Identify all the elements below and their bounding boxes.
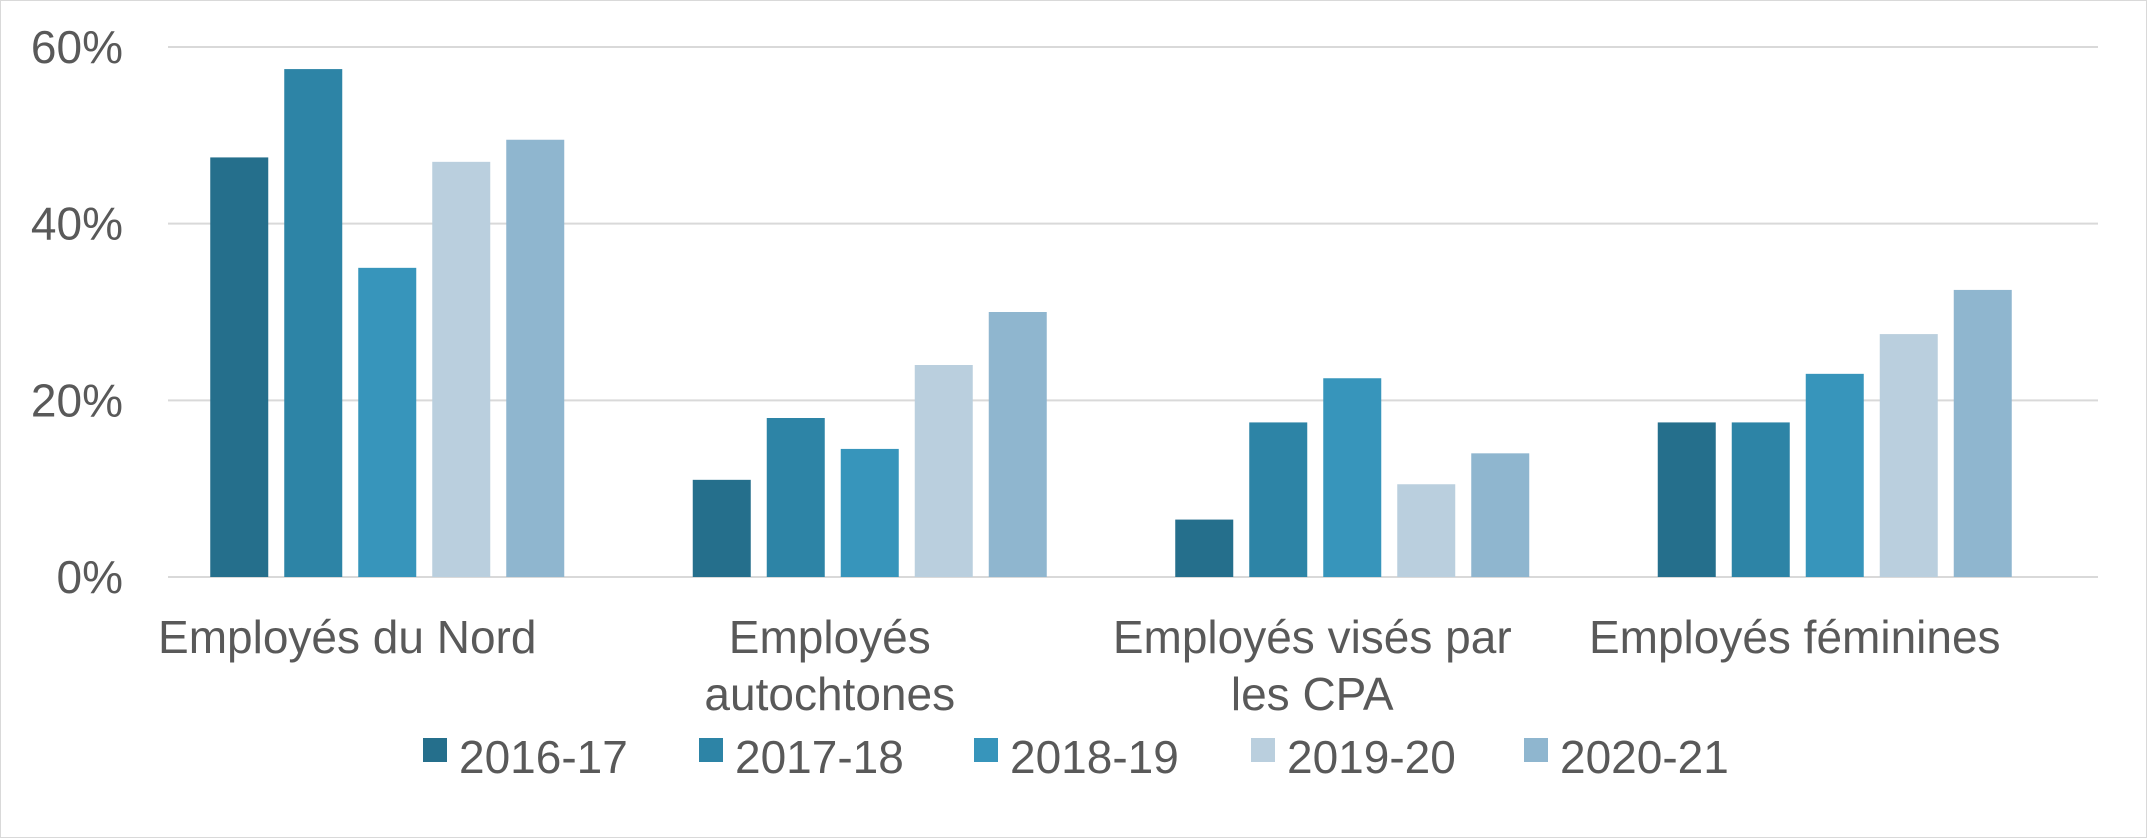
legend-label: 2018-19 — [1010, 731, 1179, 783]
bar — [1953, 289, 2012, 577]
bar — [914, 365, 973, 577]
bar — [1657, 422, 1716, 577]
bar — [1879, 334, 1938, 577]
y-axis-ticks: 0% 20% 40% 60% — [31, 21, 123, 603]
legend-swatch — [1251, 738, 1275, 762]
legend-label: 2020-21 — [1560, 731, 1729, 783]
bar — [1471, 453, 1530, 577]
y-tick-label: 20% — [31, 374, 123, 426]
bar — [1805, 373, 1864, 577]
legend-swatch — [423, 738, 447, 762]
x-category-label: Employés féminines — [1589, 611, 2001, 663]
y-tick-label: 40% — [31, 198, 123, 250]
y-tick-label: 60% — [31, 21, 123, 73]
bar — [210, 157, 269, 577]
bar — [692, 479, 751, 577]
bar — [432, 161, 491, 578]
bar — [284, 69, 343, 577]
bar — [1397, 484, 1456, 577]
legend-swatch — [974, 738, 998, 762]
bar — [358, 267, 417, 577]
x-axis-categories: Employés du Nord Employés autochtones Emplo… — [158, 611, 2001, 720]
x-category-label: Employés autochtones — [704, 611, 955, 720]
bar — [506, 139, 565, 577]
y-tick-label: 0% — [57, 551, 123, 603]
legend-swatch — [699, 738, 723, 762]
bar — [988, 312, 1047, 577]
bar — [1323, 378, 1382, 577]
x-category-label: Employés du Nord — [158, 611, 536, 663]
bars — [210, 69, 2012, 578]
legend-label: 2019-20 — [1287, 731, 1456, 783]
legend: 2016-17 2017-18 2018-19 2019-20 2020-21 — [423, 731, 1729, 783]
bar — [840, 448, 899, 577]
legend-label: 2017-18 — [735, 731, 904, 783]
legend-label: 2016-17 — [459, 731, 628, 783]
bar — [1175, 519, 1234, 577]
bar — [1249, 422, 1308, 577]
bar — [766, 418, 825, 577]
bar — [1731, 422, 1790, 577]
x-category-label: Employés visés par les CPA — [1113, 611, 1512, 720]
legend-swatch — [1524, 738, 1548, 762]
